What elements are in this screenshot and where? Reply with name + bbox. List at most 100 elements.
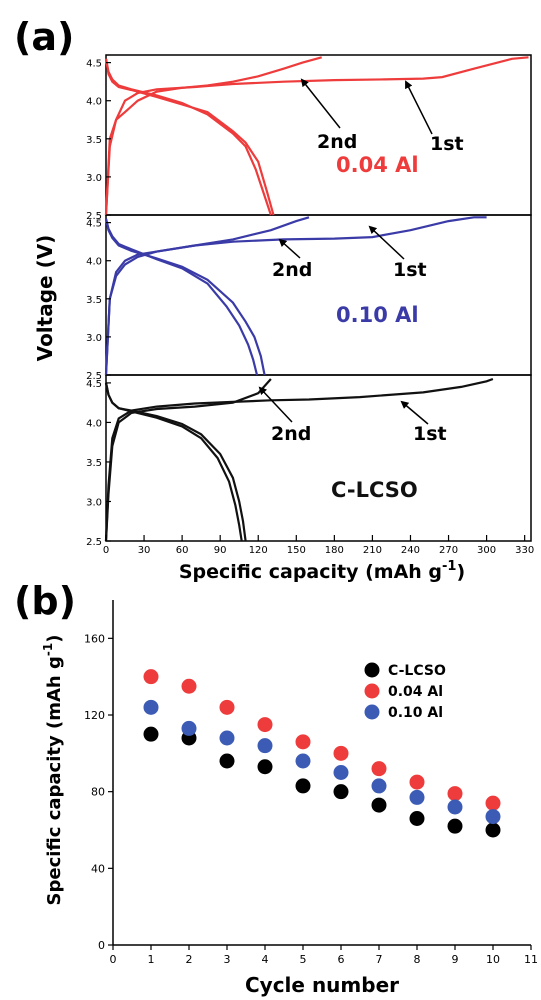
point-c-lcso — [295, 778, 311, 794]
annotation-1st-2: 1st — [413, 423, 447, 445]
panel-b: 0 40 80 120 160 0 1 2 3 4 5 6 7 8 9 10 11 C-LCSO 0.04 Al… — [41, 600, 538, 997]
point-0-04-al — [257, 717, 273, 733]
point-0-10-al — [333, 765, 349, 780]
panel-b-ylabel-main: Specific capacity (mAh g — [44, 656, 65, 905]
panel-b-ylabel-sup: -1 — [41, 643, 55, 656]
x-tick-label: 6 — [338, 953, 345, 966]
x-tick-label: 7 — [376, 953, 383, 966]
y-tick-label: 120 — [84, 709, 105, 722]
y-tick-label: 3.0 — [86, 497, 102, 508]
curve-c-lcso-2nd-charge — [104, 378, 272, 542]
y-tick-label: 2.5 — [86, 537, 102, 548]
annotation-2nd-1: 2nd — [272, 259, 312, 281]
legend-marker — [364, 683, 380, 699]
point-c-lcso — [257, 759, 273, 775]
x-tick-label: 240 — [401, 545, 420, 556]
point-0-04-al — [447, 786, 463, 802]
panel-a: 2.53.03.54.04.52.53.03.54.04.52.53.03.54… — [33, 54, 534, 583]
y-tick-label: 3.0 — [86, 173, 102, 184]
x-tick-label: 120 — [249, 545, 268, 556]
point-c-lcso — [371, 797, 387, 813]
y-tick-label: 4.5 — [86, 59, 102, 70]
x-tick-label: 0 — [103, 545, 109, 556]
point-0-10-al — [295, 753, 311, 769]
point-0-04-al — [409, 774, 425, 790]
curve-0-04-al-2nd-discharge — [104, 58, 272, 216]
curve-0-04-al-2nd-charge — [104, 56, 322, 216]
y-tick-label: 3.5 — [86, 458, 102, 469]
y-tick-label: 3.0 — [86, 333, 102, 344]
y-tick-label: 2.5 — [86, 211, 102, 222]
point-0-10-al — [143, 699, 159, 715]
legend-marker — [364, 704, 380, 720]
x-tick-label: 60 — [176, 545, 189, 556]
annotation-2nd-2: 2nd — [271, 423, 311, 445]
point-0-04-al — [485, 795, 501, 811]
y-tick-label: 2.5 — [86, 371, 102, 382]
panel-b-ylabel-end: ) — [44, 635, 65, 643]
curve-0-10-al-1st-charge — [104, 216, 487, 376]
y-tick-label: 4.5 — [86, 379, 102, 390]
point-0-04-al — [219, 699, 235, 715]
y-tick-label: 3.5 — [86, 135, 102, 146]
point-c-lcso — [409, 811, 425, 826]
y-tick-label: 4.0 — [86, 257, 102, 268]
y-tick-label: 0 — [98, 939, 105, 952]
y-tick-label: 80 — [91, 786, 105, 799]
y-tick-label: 160 — [84, 632, 105, 645]
panel-a-x-ticks: 0 30 60 90 120 150 180 210 240 270 300 330 — [103, 535, 534, 556]
arrow-2nd-2 — [258, 386, 293, 423]
x-tick-label: 11 — [524, 953, 538, 966]
point-0-10-al — [371, 778, 387, 794]
point-0-10-al — [257, 738, 273, 754]
sample-label-0: 0.04 Al — [336, 153, 419, 177]
arrow-2nd-1 — [278, 238, 301, 259]
panel-b-label: (b) — [14, 579, 76, 623]
point-c-lcso — [219, 753, 235, 769]
point-0-04-al — [295, 734, 311, 750]
arrow-2nd-0 — [300, 78, 341, 129]
legend-label: C-LCSO — [388, 663, 446, 679]
point-0-10-al — [219, 730, 235, 746]
point-0-10-al — [181, 720, 197, 736]
x-tick-label: 4 — [262, 953, 269, 966]
panel-a-xlabel: Specific capacity (mAh g-1) — [179, 559, 465, 583]
legend-label: 0.10 Al — [388, 705, 443, 721]
point-0-10-al — [485, 809, 501, 825]
point-0-10-al — [447, 799, 463, 815]
x-tick-label: 2 — [186, 953, 193, 966]
panel-b-xlabel: Cycle number — [245, 973, 399, 997]
panel-a-label: (a) — [14, 15, 74, 59]
annotation-1st-1: 1st — [393, 259, 427, 281]
x-tick-label: 0 — [110, 953, 117, 966]
subplot-frame-2 — [105, 374, 532, 542]
sample-label-1: 0.10 Al — [336, 303, 419, 327]
x-tick-label: 180 — [325, 545, 344, 556]
point-c-lcso — [333, 784, 349, 800]
x-tick-label: 270 — [439, 545, 458, 556]
panel-b-ylabel: Specific capacity (mAh g-1) — [41, 635, 65, 906]
legend-label: 0.04 Al — [388, 684, 443, 700]
legend-marker — [364, 662, 380, 678]
legend: C-LCSO 0.04 Al 0.10 Al — [364, 662, 446, 721]
y-tick-label: 4.5 — [86, 219, 102, 230]
x-tick-label: 1 — [148, 953, 155, 966]
panel-b-y-ticks: 0 40 80 120 160 — [84, 632, 113, 952]
y-tick-label: 4.0 — [86, 418, 102, 429]
y-tick-label: 3.5 — [86, 295, 102, 306]
point-0-04-al — [371, 761, 387, 777]
x-tick-label: 300 — [477, 545, 496, 556]
panel-a-ylabel: Voltage (V) — [33, 235, 57, 362]
point-c-lcso — [485, 822, 501, 838]
curve-0-10-al-2nd-charge — [104, 216, 310, 376]
curve-0-04-al-1st-discharge — [104, 58, 275, 216]
curve-0-04-al-1st-charge — [104, 56, 529, 216]
panel-a-xlabel-end: ) — [456, 561, 465, 583]
x-tick-label: 330 — [515, 545, 534, 556]
point-0-04-al — [143, 669, 159, 685]
point-0-04-al — [181, 678, 197, 694]
x-tick-label: 30 — [138, 545, 151, 556]
panel-b-x-ticks: 0 1 2 3 4 5 6 7 8 9 10 11 — [110, 945, 538, 966]
panel-a-xlabel-sup: -1 — [442, 559, 456, 574]
